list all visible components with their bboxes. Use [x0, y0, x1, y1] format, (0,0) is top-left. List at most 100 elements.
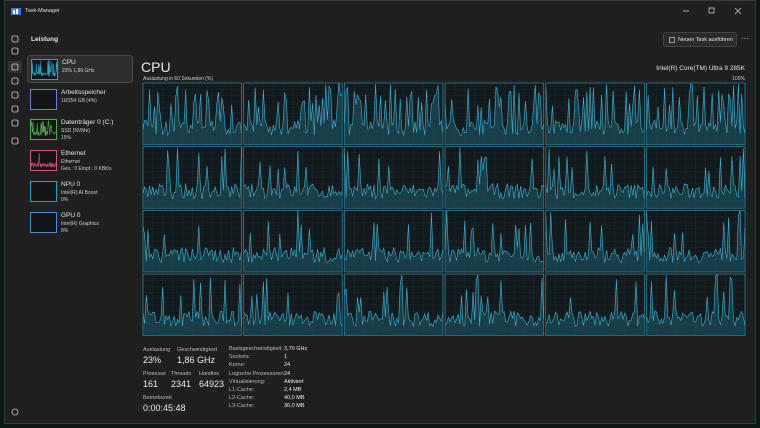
sidebar-item-detail: Ges.: 0 Empf.: 0 KBit/s: [61, 165, 112, 172]
core-graph-line: [142, 225, 242, 264]
sidebar-item[interactable]: CPU 23% 1,86 GHz: [27, 55, 133, 83]
graph-label: Auslastung in 60 Sekunden (%): [143, 76, 214, 82]
core-graph: [545, 212, 645, 272]
core-graph: [344, 274, 444, 336]
button-icon: [669, 37, 675, 43]
detail-label: Sockets:: [229, 354, 251, 361]
sidebar-item-detail: 10/254 GB (4%): [61, 98, 97, 104]
sidebar-item-name[interactable]: CPU: [62, 59, 76, 66]
core-graph-area: [646, 83, 745, 145]
core-graph: [444, 84, 544, 145]
thumbnail-graph: [31, 182, 56, 201]
sidebar-thumbnail: [30, 150, 57, 171]
nav-icon: [11, 91, 19, 99]
sidebar-item[interactable]: Arbeitsspeicher 10/254 GB (4%): [27, 86, 133, 114]
detail-value: 40,0 MB: [284, 395, 305, 402]
core-graph-line: [142, 277, 242, 327]
sidebar-item-detail: SSD (NVMe): [61, 128, 90, 134]
core-graph-line: [243, 277, 343, 327]
settings-icon: [11, 408, 19, 416]
thumbnail-line: [30, 120, 57, 137]
core-graph: [444, 147, 544, 209]
detail-value: 36,0 MB: [284, 403, 305, 410]
window-controls[interactable]: [683, 6, 753, 16]
core-graph: [142, 277, 242, 336]
detail-label: L1-Cache:: [229, 387, 255, 393]
nav-icon: [11, 119, 19, 127]
core-graph: [444, 274, 544, 336]
new-task-button[interactable]: Neuen Task ausführen: [663, 32, 737, 47]
cpu-graphs: [142, 82, 746, 336]
processor-name: Intel(R) Core(TM) Ultra 9 285K: [656, 65, 745, 72]
core-graph: [243, 277, 343, 336]
core-graph-line: [646, 210, 746, 264]
sidebar-item-name[interactable]: Ethernet: [61, 150, 86, 157]
sidebar-item[interactable]: GPU 0 Intel(R) Graphics 8%: [27, 209, 133, 237]
core-graph: [646, 148, 746, 209]
window-title: Task-Manager: [25, 8, 60, 14]
core-graph-line: [646, 273, 746, 327]
thumbnail-graph: [31, 59, 58, 78]
core-graph-area: [143, 277, 242, 336]
nav-rail: [8, 35, 22, 416]
thumbnail-graph: [31, 90, 56, 109]
nav-icon: [11, 63, 19, 71]
core-graph-line: [545, 148, 645, 200]
sidebar-thumbnail: [31, 59, 58, 80]
detail-value: 2,4 MB: [284, 387, 302, 393]
sidebar-item-detail: 0%: [61, 196, 69, 203]
core-graph-area: [143, 147, 242, 209]
sidebar-item-name[interactable]: NPU 0: [61, 181, 81, 188]
sidebar-item[interactable]: Ethernet Ethernet Ges.: 0 Empf.: 0 KBit/s: [27, 147, 133, 175]
stat-value: 161: [143, 379, 159, 389]
core-graph: [142, 147, 242, 209]
core-graph: [545, 279, 645, 336]
sidebar-item-detail: Intel(R) AI Boost: [61, 190, 98, 196]
core-graph-line: [545, 279, 645, 327]
core-graph-line: [344, 83, 444, 137]
sidebar-item-name[interactable]: Datenträger 0 (C:): [61, 119, 114, 126]
detail-label: Virtualisierung:: [229, 378, 266, 385]
core-graph-area: [646, 274, 745, 336]
detail-value: Aktiviert: [284, 378, 304, 385]
sidebar-item-name[interactable]: GPU 0: [61, 212, 81, 219]
core-graph-line: [444, 84, 544, 136]
button-label[interactable]: Neuen Task ausführen: [678, 37, 733, 43]
core-graph-area: [344, 151, 443, 209]
core-graph-area: [445, 210, 544, 272]
more-menu[interactable]: ···: [741, 34, 749, 43]
core-graph-area: [545, 212, 645, 272]
stat-label: Betriebszeit: [143, 395, 172, 401]
core-graph-line: [243, 83, 343, 135]
core-graph-line: [142, 85, 242, 137]
sidebar-item-name[interactable]: Arbeitsspeicher: [61, 89, 106, 96]
thumbnail-graph: [31, 213, 56, 232]
core-graph: [344, 212, 444, 272]
nav-icon: [11, 137, 19, 145]
detail-label: L3-Cache:: [229, 403, 255, 410]
main-title: CPU: [141, 59, 171, 75]
core-graph-line: [444, 147, 544, 200]
task-manager-window: Task-Manager Leistung Neuen Task ausführ…: [4, 0, 756, 424]
stat-value: 64923: [199, 379, 225, 389]
sidebar-item[interactable]: Datenträger 0 (C:) SSD (NVMe) 15%: [27, 116, 133, 144]
nav-icon: [11, 105, 19, 113]
nav-selected: [8, 61, 22, 73]
core-graph: [344, 83, 444, 145]
sidebar-item-detail: 8%: [61, 227, 69, 234]
nav-icon: [11, 47, 19, 55]
page-title: Leistung: [31, 36, 59, 43]
sidebar-thumbnail: [30, 181, 57, 202]
thumbnail-graph: [30, 120, 57, 137]
core-graph-area: [646, 210, 745, 272]
detail-label: Kerne:: [229, 362, 246, 369]
sidebar-thumbnail: [30, 212, 57, 233]
core-graph: [142, 85, 242, 145]
stat-label: Geschwindigkeit: [177, 347, 218, 353]
core-graph-area: [344, 275, 443, 336]
core-graph: [344, 151, 444, 209]
core-graph-area: [545, 148, 645, 209]
sidebar-thumbnail: [30, 119, 57, 140]
sidebar-item[interactable]: NPU 0 Intel(R) AI Boost 0%: [27, 178, 133, 206]
